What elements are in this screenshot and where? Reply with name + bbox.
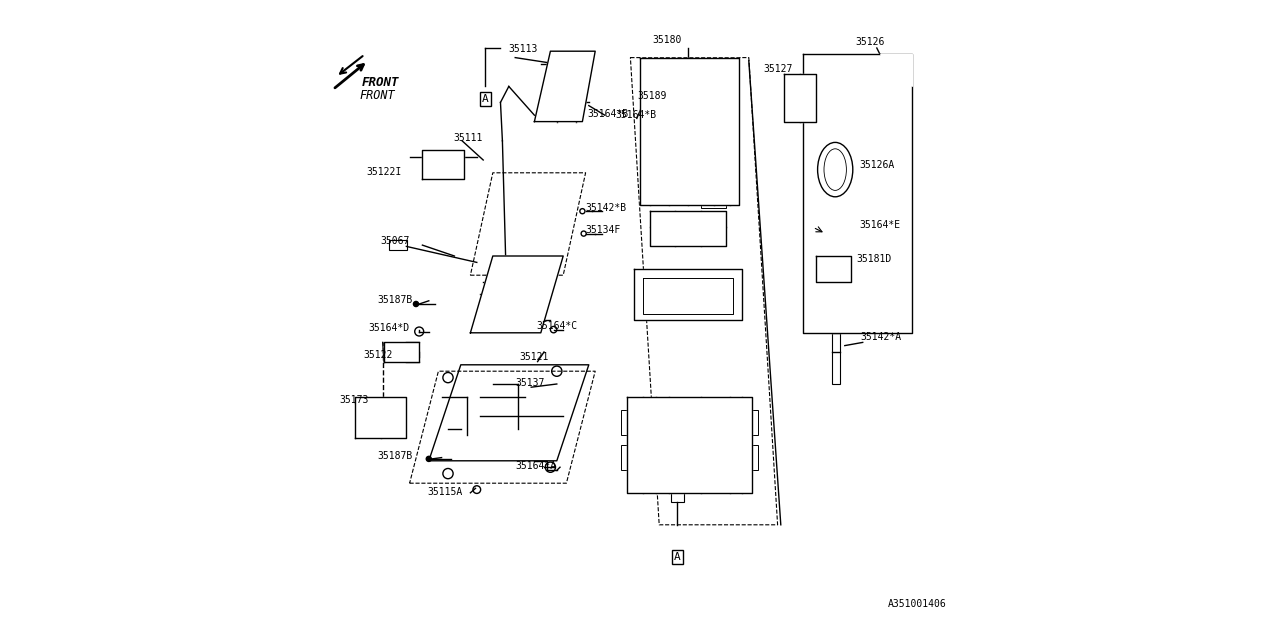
Bar — [621, 410, 630, 435]
Ellipse shape — [824, 149, 846, 191]
Text: 35164*A: 35164*A — [516, 461, 557, 471]
Text: 35187B: 35187B — [378, 451, 413, 461]
Text: 35181D: 35181D — [856, 254, 892, 264]
Polygon shape — [634, 269, 742, 320]
Bar — [650, 173, 727, 189]
Bar — [434, 154, 440, 173]
Polygon shape — [804, 54, 911, 333]
Text: 35180: 35180 — [653, 35, 681, 45]
Bar — [443, 154, 449, 173]
Text: 35142*A: 35142*A — [860, 332, 902, 342]
Text: 35164*B: 35164*B — [588, 109, 628, 119]
Circle shape — [413, 301, 419, 307]
Ellipse shape — [818, 143, 852, 197]
Polygon shape — [471, 256, 563, 333]
Bar — [425, 154, 433, 173]
Bar — [750, 445, 759, 470]
Text: 35173: 35173 — [339, 395, 369, 405]
Polygon shape — [640, 58, 740, 205]
Text: A: A — [673, 552, 681, 562]
Polygon shape — [627, 397, 753, 493]
Text: 35164*B: 35164*B — [616, 110, 657, 120]
Text: 35164*D: 35164*D — [369, 323, 410, 333]
Text: 35126: 35126 — [855, 36, 884, 47]
Text: A351001406: A351001406 — [888, 598, 947, 609]
Polygon shape — [650, 211, 727, 246]
Text: 35164*C: 35164*C — [536, 321, 577, 332]
Ellipse shape — [504, 287, 520, 309]
Text: 35067: 35067 — [381, 236, 410, 246]
Bar — [832, 307, 840, 384]
Text: 35122I: 35122I — [366, 166, 402, 177]
Bar — [452, 154, 458, 173]
Circle shape — [426, 456, 431, 461]
Bar — [701, 195, 727, 208]
Text: 35164*E: 35164*E — [860, 220, 901, 230]
Text: 35127: 35127 — [763, 64, 792, 74]
Text: 35111: 35111 — [453, 132, 483, 143]
Text: 35115A: 35115A — [428, 486, 463, 497]
Bar — [650, 141, 727, 157]
Text: A: A — [481, 94, 489, 104]
Text: 35134F: 35134F — [585, 225, 621, 236]
Bar — [389, 240, 407, 250]
Polygon shape — [535, 51, 595, 122]
Bar — [671, 490, 684, 502]
Polygon shape — [356, 397, 407, 438]
Polygon shape — [422, 150, 465, 179]
Text: 35189: 35189 — [637, 91, 667, 101]
Text: 35122: 35122 — [364, 350, 393, 360]
Text: FRONT: FRONT — [362, 76, 399, 90]
Polygon shape — [429, 365, 589, 461]
Bar — [750, 410, 759, 435]
Polygon shape — [817, 256, 851, 282]
Polygon shape — [384, 342, 420, 362]
Text: 35113: 35113 — [508, 44, 538, 54]
Text: 35126A: 35126A — [859, 160, 895, 170]
Bar — [621, 445, 630, 470]
Text: 35137: 35137 — [516, 378, 544, 388]
Text: 35121: 35121 — [520, 352, 549, 362]
Polygon shape — [881, 54, 911, 86]
Text: FRONT: FRONT — [360, 89, 396, 102]
Text: 35142*B: 35142*B — [585, 203, 627, 213]
Polygon shape — [783, 74, 817, 122]
Text: 35187B: 35187B — [378, 294, 413, 305]
